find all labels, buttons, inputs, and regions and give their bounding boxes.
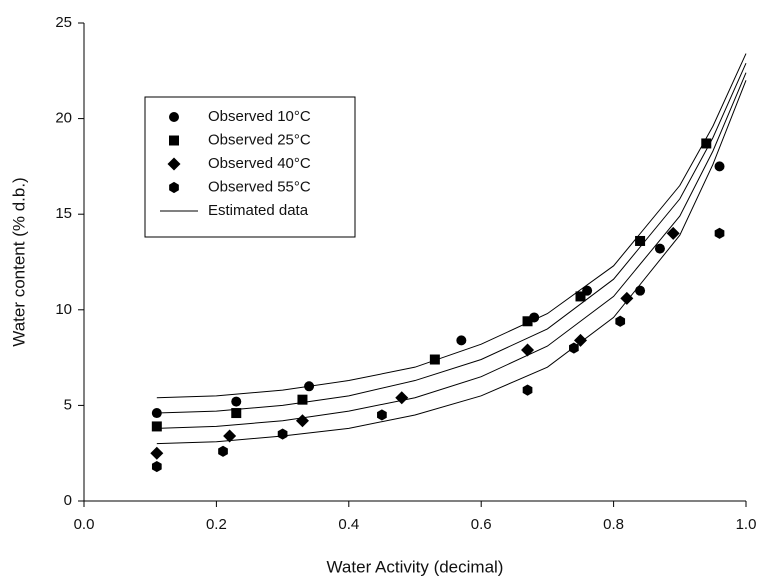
point [714, 227, 725, 239]
fit-line [156, 53, 747, 399]
point [151, 460, 162, 473]
point [522, 316, 533, 327]
point [429, 354, 440, 365]
point [635, 235, 646, 246]
point [575, 291, 586, 302]
point [231, 396, 242, 407]
point [701, 138, 712, 149]
x-tick-label: 1.0 [736, 516, 757, 533]
y-tick-label: 0 [64, 492, 72, 509]
point [223, 429, 237, 443]
legend-marker [167, 157, 181, 171]
y-tick-label: 10 [55, 301, 72, 318]
point [151, 408, 162, 419]
legend-label: Observed 25°C [208, 131, 311, 148]
y-tick-label: 15 [55, 205, 72, 222]
point [522, 384, 533, 396]
legend-label: Observed 10°C [208, 108, 311, 125]
point [574, 333, 587, 347]
x-tick-label: 0.4 [338, 516, 359, 533]
legend-marker [169, 181, 179, 194]
fit-line [156, 80, 747, 445]
point [151, 421, 162, 432]
x-tick-label: 0.6 [471, 516, 492, 533]
point [615, 315, 626, 327]
point [377, 409, 387, 421]
x-axis-title: Water Activity (decimal) [327, 557, 504, 576]
legend-box [144, 96, 356, 238]
x-tick-label: 0.0 [74, 516, 95, 533]
point [654, 243, 665, 254]
legend-label: Observed 55°C [208, 178, 311, 195]
point [304, 381, 315, 392]
point [456, 335, 467, 346]
point [277, 428, 288, 440]
point [297, 394, 308, 405]
y-axis-title: Water content (% d.b.) [9, 177, 28, 346]
point [620, 291, 634, 305]
y-tick-label: 25 [55, 14, 72, 31]
legend-label: Observed 40°C [208, 155, 311, 172]
point [569, 342, 579, 354]
legend-marker [169, 135, 179, 146]
x-tick-label: 0.2 [206, 516, 227, 533]
fit-line [156, 72, 747, 429]
fit-line [156, 62, 747, 414]
point [231, 408, 242, 419]
point [521, 343, 535, 357]
y-tick-label: 20 [55, 110, 72, 127]
point [295, 414, 309, 428]
point [666, 226, 680, 240]
y-tick-label: 5 [64, 396, 72, 413]
legend-marker [169, 112, 179, 122]
point [218, 445, 228, 457]
point [714, 161, 725, 172]
point [635, 285, 646, 296]
x-tick-label: 0.8 [603, 516, 624, 533]
point [150, 446, 164, 460]
point [395, 391, 409, 405]
legend-label: Estimated data [208, 202, 309, 219]
